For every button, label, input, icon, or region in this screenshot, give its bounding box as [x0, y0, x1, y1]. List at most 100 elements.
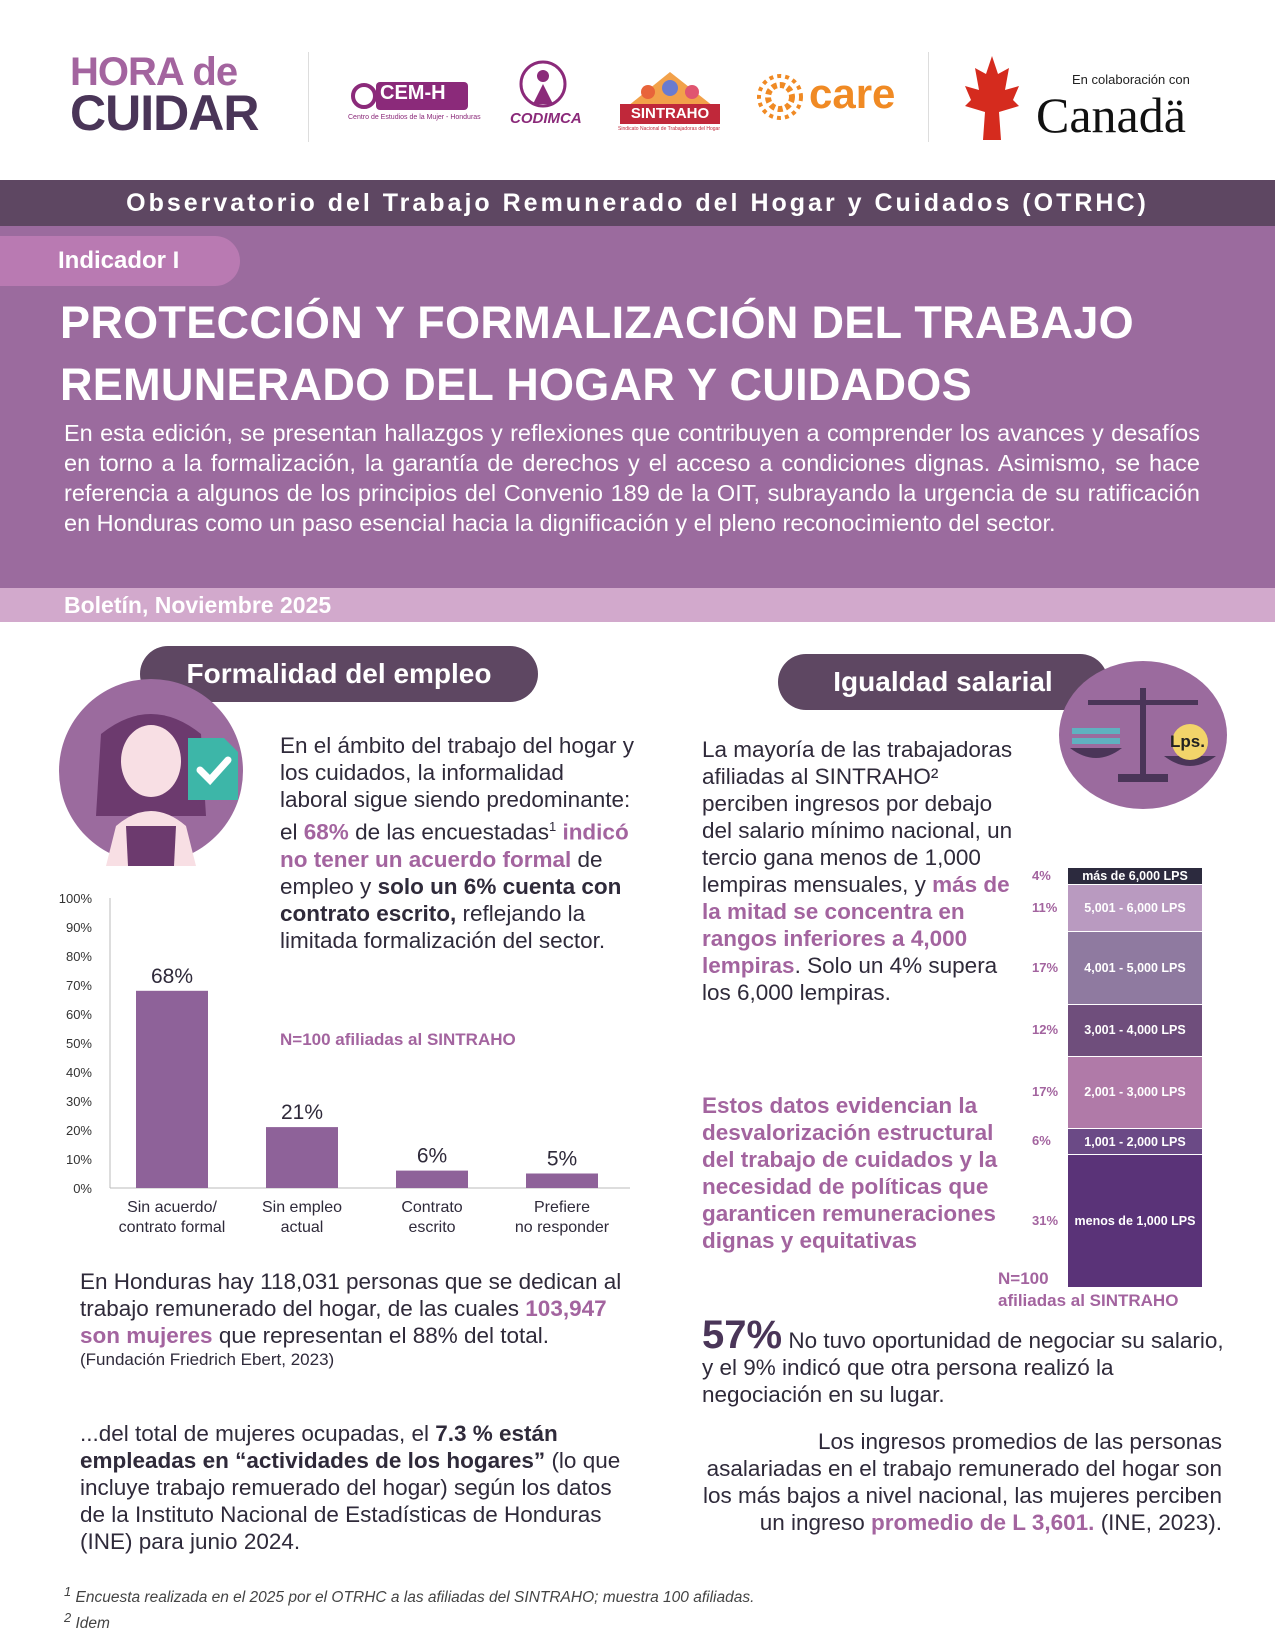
text-run: de empleo y — [280, 846, 603, 899]
y-tick-label: 100% — [59, 891, 93, 906]
boletin-label: Boletín, Noviembre 2025 — [64, 592, 332, 618]
title-line2: REMUNERADO DEL HOGAR Y CUIDADOS — [60, 359, 972, 410]
income-segment: 2,001 - 3,000 LPS — [1068, 1056, 1202, 1129]
text-run: ...del total de mujeres ocupadas, el — [80, 1421, 436, 1446]
balance-scale-icon — [1059, 661, 1227, 809]
y-tick-label: 10% — [66, 1152, 92, 1167]
igualdad-title: Igualdad salarial — [778, 654, 1108, 710]
boletin-band — [0, 588, 1275, 622]
codimca-icon — [519, 60, 567, 108]
igualdad-conclusion: Estos datos evidencian la desvalorizació… — [702, 1093, 998, 1253]
text-run: En el ámbito del trabajo del hogar y los… — [280, 733, 634, 845]
footnote-ref: 1 — [548, 819, 557, 834]
ine-paragraph: ...del total de mujeres ocupadas, el 7.3… — [80, 1420, 625, 1555]
sintraho-logo: SINTRAHO Sindicato Nacional de Trabajado… — [618, 66, 723, 136]
negociacion-paragraph: 57% No tuvo oportunidad de negociar su s… — [702, 1315, 1232, 1408]
care-label: care — [809, 70, 896, 117]
bold-contrato: solo un 6% cuenta con contrato escrito, — [280, 873, 622, 926]
highlight-mitad: más de la mitad se concentra en rangos i… — [702, 872, 1010, 978]
footnote-num: 1 — [64, 1584, 72, 1599]
bold-actividades: 7.3 % están empleadas en “actividades de… — [80, 1421, 558, 1473]
y-tick-label: 60% — [66, 1007, 92, 1022]
text-run: (INE, 2023). — [1094, 1510, 1222, 1535]
income-segment: 5,001 - 6,000 LPS — [1068, 885, 1202, 932]
codimca-logo: CODIMCA — [508, 58, 582, 138]
income-segment: más de 6,000 LPS — [1068, 868, 1202, 885]
formalidad-bar-chart: 0% 10% 20% 30% 40% 50% 60% 70% 80% 90% 100% 68% Sin … — [59, 891, 630, 1236]
sintraho-label: SINTRAHO — [620, 104, 720, 124]
big-57: 57% — [702, 1313, 783, 1357]
formalidad-title: Formalidad del empleo — [140, 646, 538, 702]
n-line1: N=100 — [998, 1269, 1049, 1288]
category-label: no responder — [515, 1219, 610, 1236]
lps-coin-label: Lps. — [1170, 732, 1205, 751]
text-run: de las encuestadas — [348, 819, 549, 845]
income-percent-label: 6% — [1032, 1133, 1051, 1149]
care-sun-icon — [757, 74, 803, 120]
n-line2: afiliadas al SINTRAHO — [998, 1291, 1179, 1310]
sintraho-sub: Sindicato Nacional de Trabajadoras del H… — [618, 126, 721, 132]
y-tick-label: 40% — [66, 1065, 92, 1080]
canada-wordmark: Canadä — [1036, 87, 1186, 143]
category-label: Sin empleo — [262, 1199, 342, 1216]
highlight-mujeres: 103,947 son mujeres — [80, 1296, 607, 1348]
income-segment: menos de 1,000 LPS — [1068, 1155, 1202, 1287]
formalidad-n-note: N=100 afiliadas al SINTRAHO — [280, 1030, 516, 1049]
footnote-1: 1 Encuesta realizada en el 2025 por el O… — [64, 1584, 1164, 1607]
text-run: que representan el 88% del total. — [212, 1323, 550, 1348]
cemh-icon — [351, 82, 468, 110]
scale-illustration: Lps. — [1058, 660, 1228, 810]
category-label: escrito — [408, 1219, 455, 1236]
check-document-icon — [188, 738, 238, 800]
income-percent-label: 12% — [1032, 1021, 1059, 1037]
text-run: reflejando la limitada formalización del… — [280, 900, 606, 953]
text-run: . Solo un 4% supera los 6,000 lempiras. — [702, 953, 998, 1005]
cemh-logo: CEM-H Centro de Estudios de la Mujer - H… — [348, 74, 481, 129]
highlight-no-acuerdo: indicó no tener un acuerdo formal — [280, 819, 629, 872]
title-line1: PROTECCIÓN Y FORMALIZACIÓN DEL TRABAJO — [60, 297, 1134, 348]
hero-section — [0, 226, 1275, 588]
indicador-pill: Indicador I — [0, 236, 240, 286]
footnote-num: 2 — [64, 1610, 72, 1625]
y-tick-label: 20% — [66, 1123, 92, 1138]
hora-de-cuidar-logo: HORA de CUIDAR — [70, 52, 290, 138]
bar-value-label: 6% — [417, 1145, 447, 1168]
bar — [136, 990, 208, 1188]
income-segment: 1,001 - 2,000 LPS — [1068, 1129, 1202, 1155]
y-tick-label: 30% — [66, 1094, 92, 1109]
category-label: Sin acuerdo/ — [127, 1199, 217, 1216]
maple-leaf-icon — [965, 56, 1019, 140]
bar — [526, 1173, 598, 1188]
income-segment: 4,001 - 5,000 LPS — [1068, 932, 1202, 1005]
text-run: Los ingresos promedios de las personas a… — [702, 1429, 1222, 1535]
category-label: actual — [281, 1219, 324, 1236]
y-tick-label: 0% — [73, 1181, 92, 1196]
income-percent-label: 31% — [1032, 1212, 1059, 1228]
footnote-text: Encuesta realizada en el 2025 por el OTR… — [75, 1589, 755, 1607]
y-tick-label: 70% — [66, 978, 92, 993]
income-percent-label: 17% — [1032, 1084, 1059, 1099]
cemh-label: CEM-H — [380, 82, 446, 104]
bar — [396, 1170, 468, 1188]
bar-value-label: 5% — [547, 1148, 577, 1171]
people-icon — [628, 72, 713, 106]
category-label: Prefiere — [534, 1199, 590, 1216]
source-citation: (Fundación Friedrich Ebert, 2023) — [80, 1350, 335, 1369]
income-percent-label: 17% — [1032, 959, 1059, 975]
y-tick-label: 50% — [66, 1036, 92, 1051]
logo-line1: HORA de — [70, 50, 238, 94]
canada-collab: En colaboración con — [1072, 72, 1190, 87]
formalidad-paragraph: En el ámbito del trabajo del hogar y los… — [280, 732, 635, 954]
observatorio-band: Observatorio del Trabajo Remunerado del … — [0, 180, 1275, 226]
text-run: No tuvo oportunidad de negociar su salar… — [702, 1328, 1224, 1407]
bar-value-label: 68% — [151, 965, 193, 988]
logo-line2: CUIDAR — [70, 85, 259, 141]
igualdad-paragraph: La mayoría de las trabajadoras afiliadas… — [702, 736, 1022, 1006]
bar — [266, 1127, 338, 1188]
category-label: Contrato — [401, 1199, 462, 1216]
y-tick-label: 80% — [66, 949, 92, 964]
income-percent-label: 4% — [1032, 867, 1051, 883]
highlight-promedio: promedio de L 3,601. — [871, 1510, 1095, 1535]
text-run: En Honduras hay 118,031 personas que se … — [80, 1269, 622, 1321]
y-tick-label: 90% — [66, 920, 92, 935]
